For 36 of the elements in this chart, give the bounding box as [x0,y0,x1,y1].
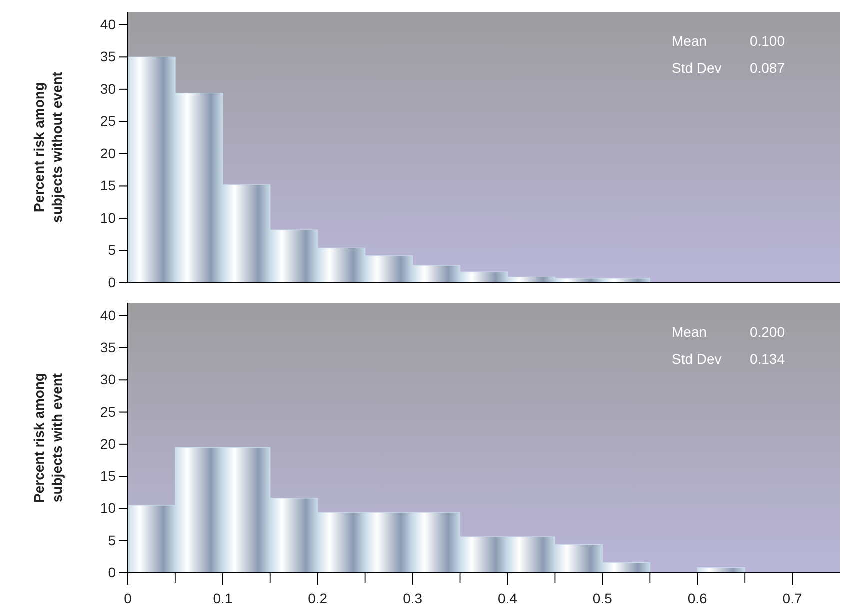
x-tick-label: 0.6 [688,590,708,606]
y-tick-label: 20 [100,436,116,452]
annotation: Std Dev [672,351,722,367]
y-tick-label: 30 [100,80,116,97]
y-tick-label: 25 [100,404,116,420]
y-tick-label: 40 [100,16,116,32]
y-tick-label: 5 [108,532,116,548]
y-tick-label: 35 [100,339,116,356]
x-tick-label: 0.3 [403,590,423,606]
x-tick-label: 0.4 [498,590,518,606]
annotation: 0.200 [750,324,786,340]
annotation: Std Dev [672,60,722,76]
y-axis-title: Percent risk among subjects without event [31,72,65,223]
y-tick-label: 10 [100,500,116,516]
y-tick-label: 30 [100,372,116,388]
annotation: 0.134 [750,351,786,367]
y-tick-label: 35 [100,48,116,65]
y-tick-label: 25 [100,113,116,130]
x-tick-label: 0.7 [782,590,802,606]
x-tick-label: 0.1 [213,590,233,606]
annotation: Mean [672,324,708,340]
y-tick-label: 20 [100,145,116,162]
y-tick-label: 40 [100,307,116,324]
annotation: Mean [672,33,708,49]
y-tick-label: 10 [100,210,116,226]
y-tick-label: 15 [100,178,116,194]
annotation: 0.087 [750,60,786,76]
x-tick-label: 0.2 [308,590,328,606]
x-tick-label: 0.5 [592,590,613,606]
y-axis-title: Percent risk among subjects with event [31,373,65,503]
y-tick-label: 15 [100,468,116,484]
y-tick-label: 0 [108,564,116,580]
y-tick-label: 0 [108,274,116,290]
x-tick-label: 0 [124,590,132,606]
y-tick-label: 5 [108,242,116,258]
annotation: 0.100 [750,33,786,49]
